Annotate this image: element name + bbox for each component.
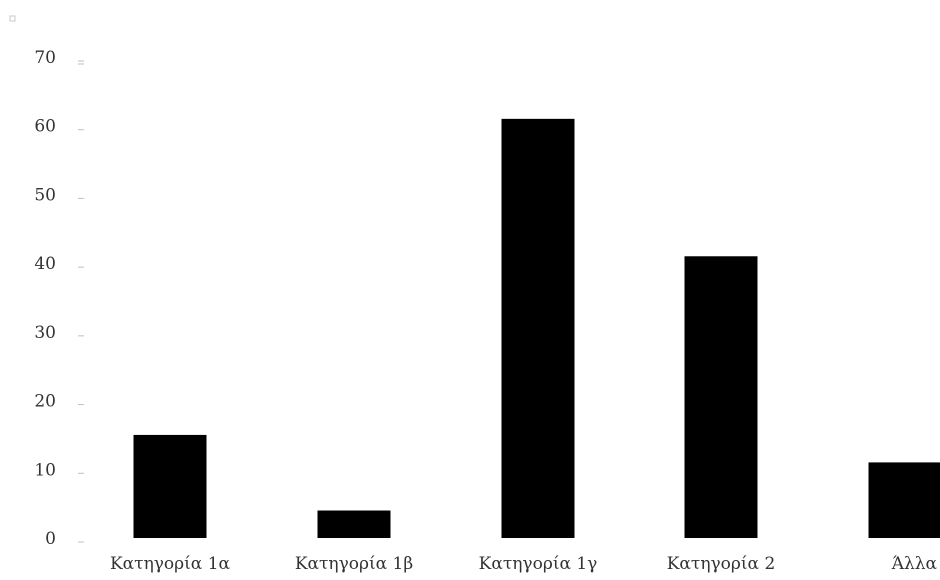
bar [317,510,391,538]
bar [133,434,207,538]
x-tick-label: Κατηγορία 1α [110,554,231,574]
y-tick-label: 50 [34,185,56,205]
y-tick-label: 60 [34,117,56,137]
x-tick-label: Κατηγορία 2 [667,554,776,574]
chart-corner-handle [9,15,16,22]
y-axis: 0 10 20 30 40 50 60 70 [34,48,84,549]
y-tick-label: 30 [34,323,56,343]
bar [868,462,940,538]
y-tick-label: 40 [34,254,56,274]
x-tick-label: Κατηγορία 1β [295,554,413,574]
y-tick-label: 10 [34,460,56,480]
bars [133,118,940,538]
y-tick-label: 0 [45,529,56,549]
x-tick-label: Άλλα [891,554,938,574]
x-tick-label: Κατηγορία 1γ [479,554,598,574]
y-tick-label: 70 [34,48,56,68]
x-axis: Κατηγορία 1α Κατηγορία 1β Κατηγορία 1γ Κατη… [110,554,938,574]
y-tick-label: 20 [34,392,56,412]
bar [501,118,575,538]
bar [684,256,758,538]
